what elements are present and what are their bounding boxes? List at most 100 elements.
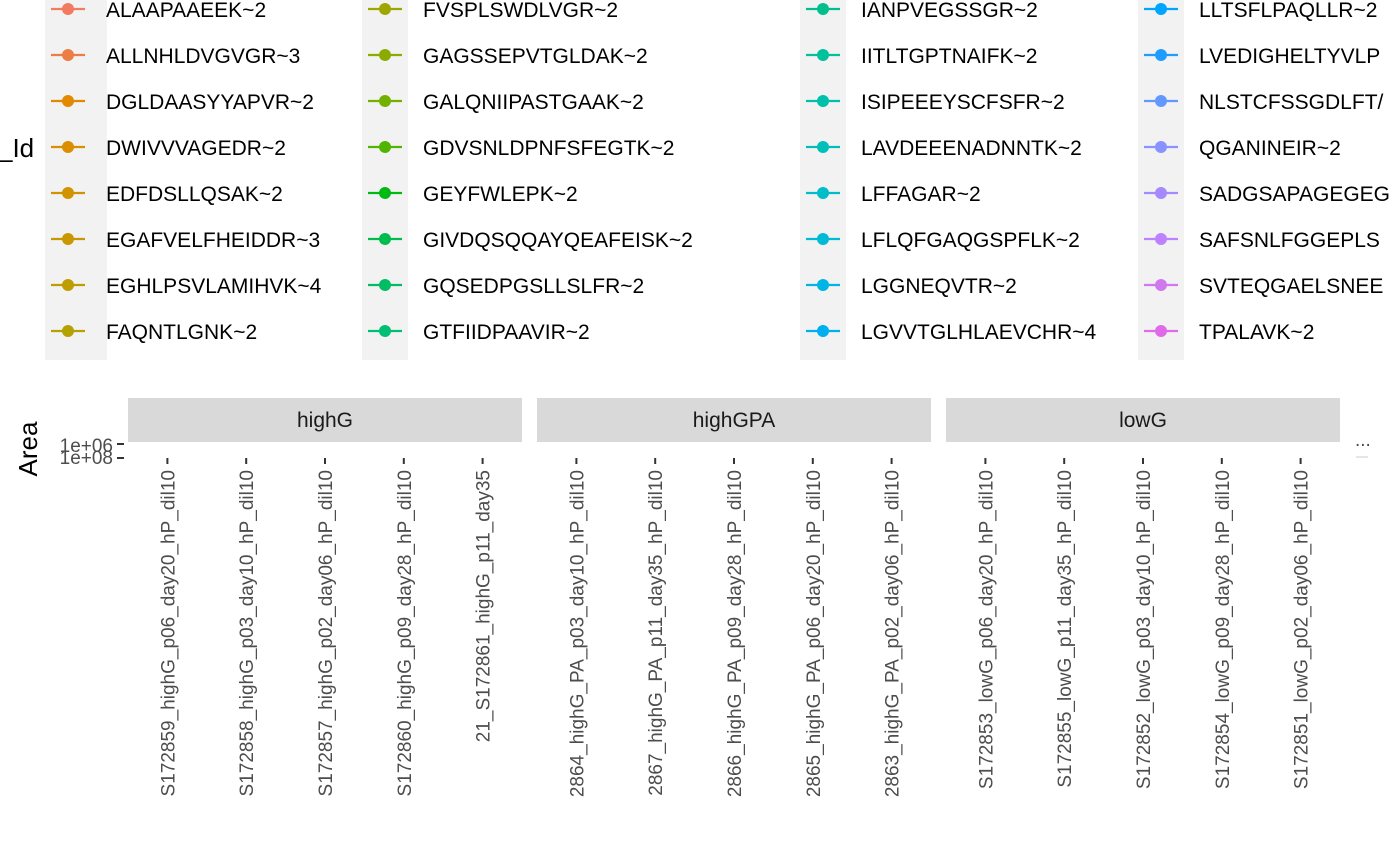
legend-key-point (379, 141, 391, 153)
x-tick-label: 21_S172861_highG_p11_day35 (474, 470, 495, 742)
legend-key-point (1155, 325, 1167, 337)
legend-key-point (379, 325, 391, 337)
legend-key-point (1155, 279, 1167, 291)
facet-strip-label: highGPA (693, 409, 776, 432)
legend-label: TPALAVK~2 (1199, 321, 1314, 344)
facet-panel-highG: highG S172859_highG_p06_day20_hP_dil10 S17… (128, 398, 522, 796)
truncated-legend-mark: ... (1355, 430, 1371, 451)
facet-strip-label: highG (297, 409, 353, 432)
x-tick-label: 2866_highG_PA_p09_day28_hP_dil10 (725, 470, 746, 797)
legend: _Id ALAAPAAEEK~2 ALLNHLDVGVGR~3 DGLDAASYYAP… (0, 0, 1390, 360)
legend-column: ALAAPAAEEK~2 ALLNHLDVGVGR~3 DGLDAASYYAPVR~… (45, 0, 322, 360)
facet-panels: highG S172859_highG_p06_day20_hP_dil10 S17… (128, 398, 1371, 797)
legend-label: SADGSAPAGEGEG (1199, 183, 1390, 206)
legend-key-point (62, 233, 74, 245)
x-tick-label: S172853_lowG_p06_day20_hP_dil10 (976, 470, 997, 789)
legend-label: GIVDQSQQAYQEAFEISK~2 (423, 229, 693, 252)
legend-label: IITLTGPTNAIFK~2 (861, 45, 1037, 68)
legend-label: SAFSNLFGGEPLS (1199, 229, 1380, 252)
legend-label: LLTSFLPAQLLR~2 (1199, 0, 1377, 22)
legend-key-point (62, 95, 74, 107)
legend-key-background (45, 0, 107, 360)
legend-key-point (62, 187, 74, 199)
legend-label: GALQNIIPASTGAAK~2 (423, 91, 644, 114)
legend-column: LLTSFLPAQLLR~2 LVEDIGHELTYVLP NLSTCFSSGDLF… (1138, 0, 1390, 360)
legend-key-point (1155, 49, 1167, 61)
x-tick-label: S172855_lowG_p11_day35_hP_dil10 (1055, 470, 1076, 788)
legend-label: LVEDIGHELTYVLP (1199, 45, 1380, 68)
legend-title: _Id (0, 133, 34, 163)
legend-key-point (817, 187, 829, 199)
legend-key-point (379, 187, 391, 199)
x-tick-label: S172858_highG_p03_day10_hP_dil10 (237, 470, 258, 796)
legend-label: GEYFWLEPK~2 (423, 183, 578, 206)
legend-label: FVSPLSWDLVGR~2 (423, 0, 618, 22)
legend-key-point (379, 233, 391, 245)
legend-label: GAGSSEPVTGLDAK~2 (423, 45, 648, 68)
legend-key-point (379, 279, 391, 291)
legend-key-point (817, 325, 829, 337)
legend-key-point (817, 141, 829, 153)
facet-strip (537, 398, 931, 442)
legend-key-point (1155, 95, 1167, 107)
legend-label: SVTEQGAELSNEE (1199, 275, 1383, 298)
legend-label: ALAAPAAEEK~2 (106, 0, 266, 22)
legend-key-point (1155, 233, 1167, 245)
legend-column: FVSPLSWDLVGR~2 GAGSSEPVTGLDAK~2 GALQNIIPAS… (362, 0, 693, 360)
x-tick-label: S172859_highG_p06_day20_hP_dil10 (158, 470, 179, 796)
facet-panel-lowG: lowG S172853_lowG_p06_day20_hP_dil10 S1728… (946, 398, 1340, 789)
legend-label: ISIPEEEYSCFSFR~2 (861, 91, 1065, 114)
legend-label: LAVDEEENADNNTK~2 (861, 137, 1082, 160)
facet-strip (946, 398, 1340, 442)
legend-label: EGHLPSVLAMIHVK~4 (106, 275, 322, 298)
x-tick-label: S172860_highG_p09_day28_hP_dil10 (395, 470, 416, 796)
legend-column: IANPVEGSSGR~2 IITLTGPTNAIFK~2 ISIPEEEYSCFS… (800, 0, 1096, 360)
y-tick-label: 1e+08 (60, 448, 113, 469)
legend-label: NLSTCFSSGDLFT/ (1199, 91, 1384, 114)
x-tick-label: S172851_lowG_p02_day06_hP_dil10 (1292, 470, 1313, 789)
legend-key-point (817, 49, 829, 61)
x-tick-label: S172852_lowG_p03_day10_hP_dil10 (1134, 470, 1155, 789)
facet-strip-label: lowG (1119, 409, 1167, 432)
facet-panel-highGPA: highGPA 2864_highG_PA_p03_day10_hP_dil10 2… (537, 398, 931, 797)
legend-label: LGGNEQVTR~2 (861, 275, 1017, 298)
legend-label: EDFDSLLQSAK~2 (106, 183, 283, 206)
x-tick-label: 2867_highG_PA_p11_day35_hP_dil10 (646, 470, 667, 796)
legend-label: LFLQFGAQGSPFLK~2 (861, 229, 1080, 252)
legend-label: DWIVVVAGEDR~2 (106, 137, 286, 160)
x-tick-label: 2865_highG_PA_p06_day20_hP_dil10 (804, 470, 825, 797)
legend-label: ALLNHLDVGVGR~3 (106, 45, 300, 68)
legend-key-point (379, 3, 391, 15)
legend-key-point (62, 49, 74, 61)
x-tick-label: 2864_highG_PA_p03_day10_hP_dil10 (567, 470, 588, 797)
legend-key-point (379, 49, 391, 61)
legend-label: EGAFVELFHEIDDR~3 (106, 229, 320, 252)
x-tick-label: S172854_lowG_p09_day28_hP_dil10 (1213, 470, 1234, 789)
legend-label: GDVSNLDPNFSFEGTK~2 (423, 137, 674, 160)
legend-key-point (817, 279, 829, 291)
legend-key-point (817, 3, 829, 15)
legend-label: LGVVTGLHLAEVCHR~4 (861, 321, 1096, 344)
legend-label: IANPVEGSSGR~2 (861, 0, 1038, 22)
legend-key-point (1155, 187, 1167, 199)
legend-key-point (379, 95, 391, 107)
legend-label: QGANINEIR~2 (1199, 137, 1341, 160)
legend-key-point (62, 325, 74, 337)
legend-label: FAQNTLGNK~2 (106, 321, 257, 344)
legend-key-point (62, 279, 74, 291)
legend-label: GTFIIDPAAVIR~2 (423, 321, 590, 344)
legend-label: DGLDAASYYAPVR~2 (106, 91, 314, 114)
legend-key-point (62, 141, 74, 153)
legend-key-point (817, 233, 829, 245)
x-tick-label: S172857_highG_p02_day06_hP_dil10 (316, 470, 337, 796)
legend-key-point (817, 95, 829, 107)
legend-label: GQSEDPGSLLSLFR~2 (423, 275, 644, 298)
legend-label: LFFAGAR~2 (861, 183, 981, 206)
y-axis-title: Area (13, 421, 43, 476)
legend-key-point (1155, 141, 1167, 153)
legend-key-point (62, 3, 74, 15)
y-tick-label: 1e+06 (60, 436, 113, 457)
legend-key-point (1155, 3, 1167, 15)
